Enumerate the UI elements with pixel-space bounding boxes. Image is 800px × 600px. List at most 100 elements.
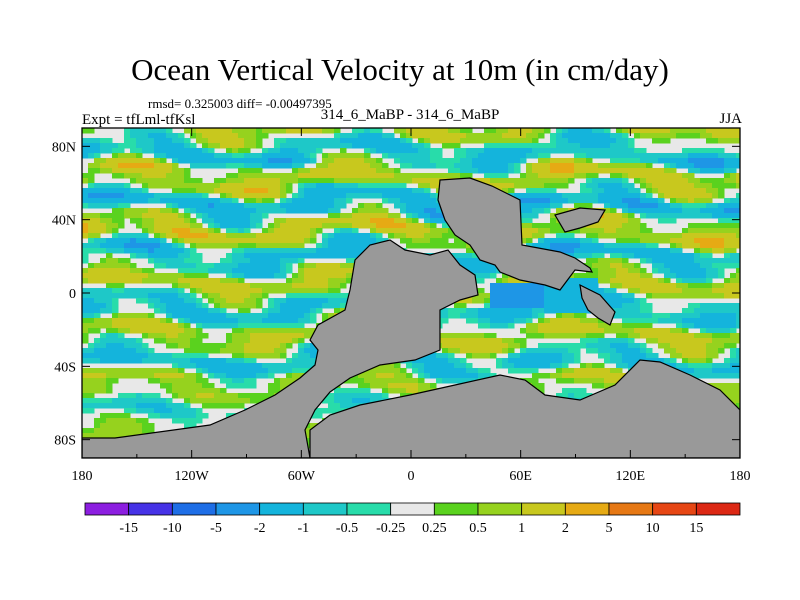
field-cell bbox=[196, 288, 203, 294]
field-cell bbox=[478, 348, 485, 354]
field-cell bbox=[256, 263, 263, 269]
field-cell bbox=[694, 338, 701, 344]
field-cell bbox=[688, 338, 695, 344]
field-cell bbox=[508, 348, 515, 354]
field-cell bbox=[706, 163, 713, 169]
field-cell bbox=[670, 283, 677, 289]
field-cell bbox=[94, 383, 101, 389]
field-cell bbox=[334, 393, 341, 399]
field-cell bbox=[94, 188, 101, 194]
field-cell bbox=[154, 258, 161, 264]
field-cell bbox=[676, 198, 683, 204]
field-cell bbox=[178, 223, 185, 229]
field-cell bbox=[670, 193, 677, 199]
field-cell bbox=[166, 278, 173, 284]
field-cell bbox=[184, 218, 191, 224]
field-cell bbox=[604, 178, 611, 184]
field-cell bbox=[274, 323, 281, 329]
field-cell bbox=[442, 238, 449, 244]
field-cell bbox=[724, 248, 731, 254]
field-cell bbox=[262, 208, 269, 214]
field-cell bbox=[322, 188, 329, 194]
field-cell bbox=[82, 303, 89, 309]
field-cell bbox=[124, 243, 131, 249]
field-cell bbox=[574, 393, 581, 399]
field-cell bbox=[184, 318, 191, 324]
field-cell bbox=[268, 348, 275, 354]
field-cell bbox=[634, 328, 641, 334]
field-cell bbox=[406, 388, 413, 394]
field-cell bbox=[316, 293, 323, 299]
field-cell bbox=[148, 148, 155, 154]
field-cell bbox=[136, 253, 143, 259]
field-cell bbox=[118, 243, 125, 249]
field-cell bbox=[220, 318, 227, 324]
field-cell bbox=[310, 188, 317, 194]
field-cell bbox=[454, 348, 461, 354]
field-cell bbox=[286, 243, 293, 249]
field-cell bbox=[112, 318, 119, 324]
field-cell bbox=[604, 358, 611, 364]
field-cell bbox=[148, 218, 155, 224]
field-cell bbox=[286, 183, 293, 189]
field-cell bbox=[340, 273, 347, 279]
field-cell bbox=[328, 298, 335, 304]
field-cell bbox=[544, 293, 551, 299]
field-cell bbox=[280, 188, 287, 194]
field-cell bbox=[202, 188, 209, 194]
field-cell bbox=[292, 283, 299, 289]
field-cell bbox=[532, 168, 539, 174]
field-cell bbox=[238, 233, 245, 239]
field-cell bbox=[178, 373, 185, 379]
field-cell bbox=[598, 168, 605, 174]
field-cell bbox=[574, 343, 581, 349]
field-cell bbox=[226, 283, 233, 289]
field-cell bbox=[136, 173, 143, 179]
field-cell bbox=[322, 283, 329, 289]
field-cell bbox=[352, 248, 359, 254]
field-cell bbox=[658, 313, 665, 319]
field-cell bbox=[550, 138, 557, 144]
field-cell bbox=[202, 183, 209, 189]
field-cell bbox=[712, 238, 719, 244]
field-cell bbox=[238, 323, 245, 329]
field-cell bbox=[712, 188, 719, 194]
field-cell bbox=[664, 343, 671, 349]
field-cell bbox=[418, 223, 425, 229]
field-cell bbox=[244, 293, 251, 299]
field-cell bbox=[298, 268, 305, 274]
field-cell bbox=[316, 183, 323, 189]
field-cell bbox=[190, 363, 197, 369]
field-cell bbox=[604, 273, 611, 279]
field-cell bbox=[670, 358, 677, 364]
field-cell bbox=[268, 368, 275, 374]
field-cell bbox=[124, 138, 131, 144]
field-cell bbox=[610, 233, 617, 239]
field-cell bbox=[706, 138, 713, 144]
field-cell bbox=[520, 313, 527, 319]
field-cell bbox=[400, 153, 407, 159]
field-cell bbox=[622, 208, 629, 214]
field-cell bbox=[232, 383, 239, 389]
field-cell bbox=[610, 188, 617, 194]
field-cell bbox=[142, 168, 149, 174]
field-cell bbox=[526, 133, 533, 139]
field-cell bbox=[154, 213, 161, 219]
field-cell bbox=[178, 178, 185, 184]
field-cell bbox=[448, 133, 455, 139]
field-cell bbox=[118, 348, 125, 354]
field-cell bbox=[232, 288, 239, 294]
field-cell bbox=[130, 153, 137, 159]
experiment-label: Expt = tfLml-tfKsl bbox=[82, 112, 196, 128]
field-cell bbox=[232, 248, 239, 254]
field-cell bbox=[388, 363, 395, 369]
field-cell bbox=[658, 168, 665, 174]
field-cell bbox=[652, 213, 659, 219]
field-cell bbox=[718, 178, 725, 184]
field-cell bbox=[196, 128, 203, 134]
field-cell bbox=[304, 308, 311, 314]
field-cell bbox=[82, 253, 89, 259]
field-cell bbox=[358, 388, 365, 394]
field-cell bbox=[682, 158, 689, 164]
field-cell bbox=[676, 238, 683, 244]
